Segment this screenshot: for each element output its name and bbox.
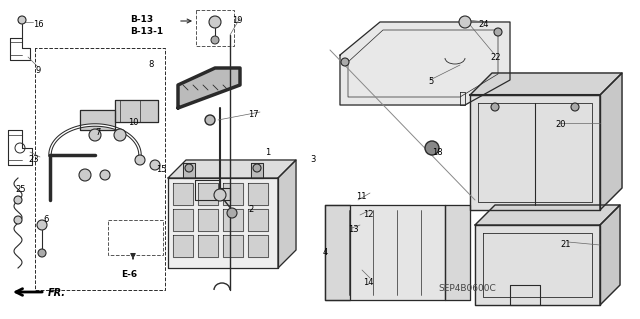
Text: 3: 3 (310, 155, 316, 164)
Polygon shape (251, 163, 263, 178)
Polygon shape (248, 235, 268, 257)
Polygon shape (325, 205, 445, 300)
Circle shape (459, 16, 471, 28)
Polygon shape (173, 209, 193, 231)
Circle shape (211, 36, 219, 44)
Circle shape (135, 155, 145, 165)
Text: 21: 21 (560, 240, 570, 249)
Polygon shape (475, 205, 620, 225)
Text: B-13-1: B-13-1 (130, 27, 163, 36)
Circle shape (214, 189, 226, 201)
Circle shape (253, 164, 261, 172)
Polygon shape (248, 209, 268, 231)
Polygon shape (178, 68, 240, 108)
Text: 7: 7 (95, 128, 100, 137)
Polygon shape (115, 100, 158, 122)
Text: 8: 8 (148, 60, 154, 69)
Text: 6: 6 (43, 215, 49, 224)
Circle shape (18, 16, 26, 24)
Text: SEP4B0600C: SEP4B0600C (438, 284, 496, 293)
Circle shape (114, 129, 126, 141)
Text: 13: 13 (348, 225, 358, 234)
Text: 24: 24 (478, 20, 488, 29)
Text: 23: 23 (28, 155, 38, 164)
Text: 22: 22 (490, 53, 500, 62)
Polygon shape (168, 178, 278, 268)
Text: 17: 17 (248, 110, 259, 119)
Polygon shape (198, 183, 218, 205)
Circle shape (185, 164, 193, 172)
Circle shape (341, 58, 349, 66)
Circle shape (425, 141, 439, 155)
Text: 12: 12 (363, 210, 374, 219)
Text: 25: 25 (15, 185, 26, 194)
Text: 16: 16 (33, 20, 44, 29)
Circle shape (14, 216, 22, 224)
Text: 11: 11 (356, 192, 367, 201)
Text: 1: 1 (265, 148, 270, 157)
Polygon shape (173, 183, 193, 205)
Polygon shape (340, 22, 510, 105)
Circle shape (79, 169, 91, 181)
Polygon shape (223, 235, 243, 257)
Text: 4: 4 (323, 248, 328, 257)
Circle shape (571, 103, 579, 111)
Text: 2: 2 (248, 205, 253, 214)
Polygon shape (183, 163, 195, 178)
Polygon shape (278, 160, 296, 268)
Polygon shape (168, 160, 296, 178)
Circle shape (89, 129, 101, 141)
Polygon shape (600, 205, 620, 305)
Circle shape (209, 16, 221, 28)
Polygon shape (248, 183, 268, 205)
Polygon shape (445, 205, 470, 300)
Polygon shape (470, 73, 622, 95)
Circle shape (205, 115, 215, 125)
Polygon shape (600, 73, 622, 210)
Polygon shape (80, 110, 115, 130)
Circle shape (100, 170, 110, 180)
Text: 10: 10 (128, 118, 138, 127)
Text: 15: 15 (156, 165, 166, 174)
Text: 9: 9 (36, 66, 41, 75)
Text: 19: 19 (232, 16, 243, 25)
Circle shape (494, 28, 502, 36)
Text: 5: 5 (428, 77, 433, 86)
Polygon shape (325, 205, 350, 300)
Polygon shape (223, 183, 243, 205)
Polygon shape (173, 235, 193, 257)
Text: 18: 18 (432, 148, 443, 157)
Text: E-6: E-6 (121, 270, 137, 279)
Text: 20: 20 (555, 120, 566, 129)
Circle shape (491, 103, 499, 111)
Text: 14: 14 (363, 278, 374, 287)
Polygon shape (223, 209, 243, 231)
Polygon shape (475, 225, 600, 305)
Circle shape (227, 208, 237, 218)
Circle shape (150, 160, 160, 170)
Circle shape (37, 220, 47, 230)
Circle shape (38, 249, 46, 257)
Circle shape (14, 196, 22, 204)
Polygon shape (470, 95, 600, 210)
Polygon shape (198, 209, 218, 231)
Text: FR.: FR. (48, 288, 66, 298)
Text: B-13: B-13 (130, 15, 153, 24)
Polygon shape (198, 235, 218, 257)
